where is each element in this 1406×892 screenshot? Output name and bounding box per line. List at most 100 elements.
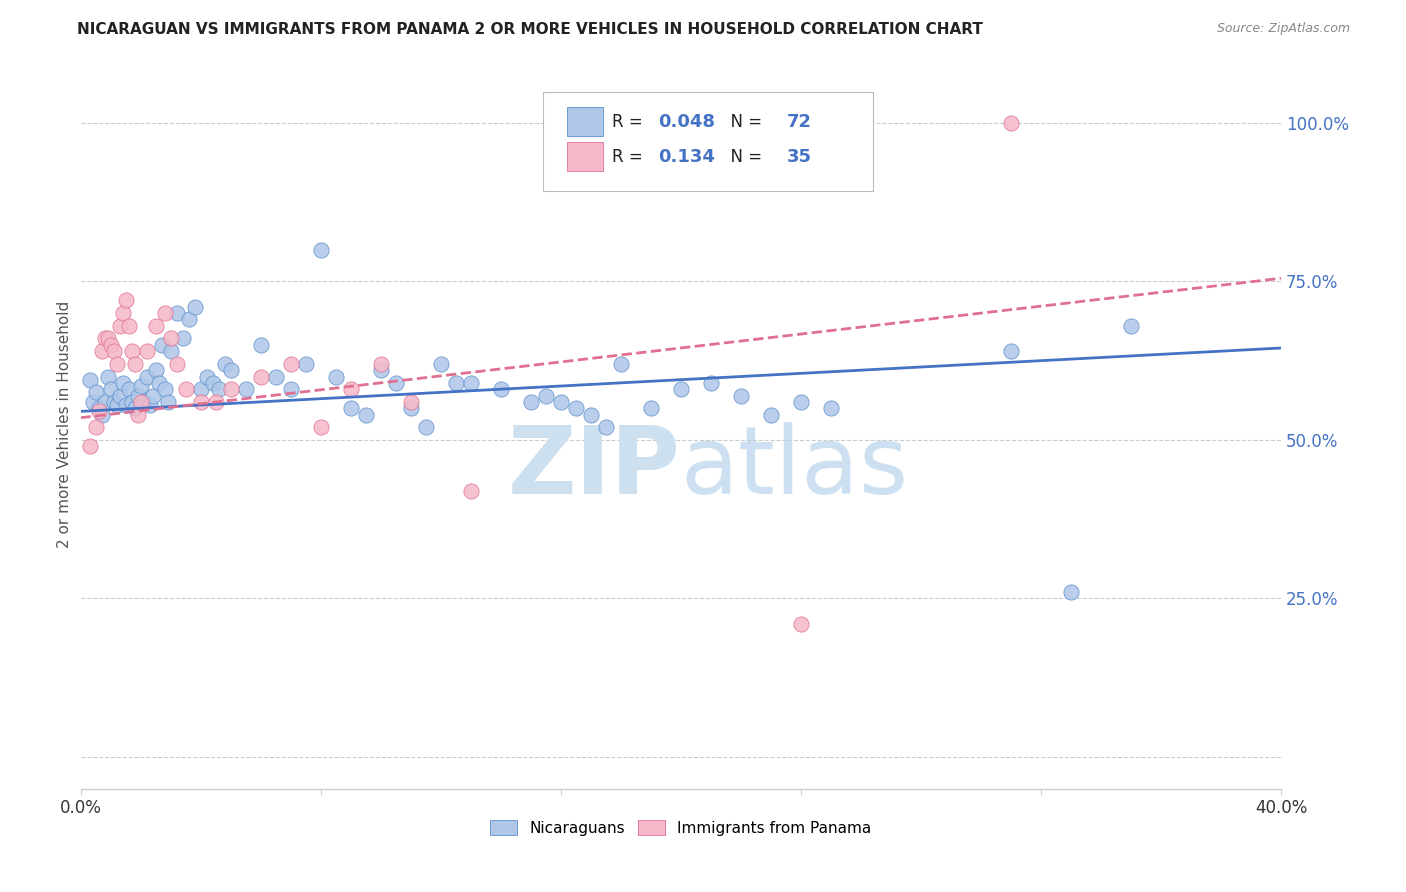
Point [415,420,437,434]
Point [90,408,112,422]
Text: 35: 35 [786,147,811,166]
Point [141,388,163,402]
Point [117,382,139,396]
Point [384,376,406,390]
Point [84,385,107,400]
Point [204,395,226,409]
Point [309,420,332,434]
Point [93,395,115,409]
Point [609,357,631,371]
Point [190,395,212,409]
Point [339,401,361,416]
Point [127,408,149,422]
Text: 72: 72 [786,112,811,130]
Point [325,369,347,384]
Point [145,318,167,333]
Point [219,382,242,396]
Point [235,382,257,396]
Point [280,357,302,371]
Point [280,382,302,396]
Point [700,376,723,390]
Point [100,382,122,396]
Point [1060,585,1083,599]
Point [264,369,287,384]
Point [111,306,134,320]
Point [183,300,205,314]
Point [105,398,128,412]
Text: 0.048: 0.048 [658,112,714,130]
Point [790,395,813,409]
Point [669,382,692,396]
Point [121,395,143,409]
Point [339,382,361,396]
Point [153,306,176,320]
Point [214,357,236,371]
Point [105,357,128,371]
Bar [567,142,603,171]
Point [114,398,136,412]
Point [444,376,467,390]
Point [150,338,173,352]
Point [1000,116,1022,130]
Point [460,483,482,498]
Point [195,369,218,384]
Point [103,344,125,359]
Point [108,318,131,333]
Point [127,388,149,402]
Point [177,312,200,326]
Point [564,401,586,416]
Point [354,408,377,422]
Point [370,357,392,371]
Point [103,395,125,409]
Point [207,382,229,396]
Point [294,357,316,371]
Point [429,357,451,371]
Point [159,331,181,345]
Text: Source: ZipAtlas.com: Source: ZipAtlas.com [1216,22,1350,36]
Text: N =: N = [720,147,768,166]
Bar [567,107,603,136]
Point [579,408,602,422]
Point [249,338,271,352]
Point [730,388,752,402]
Point [121,344,143,359]
Point [82,395,104,409]
Point [550,395,572,409]
Point [460,376,482,390]
Point [156,395,179,409]
Point [595,420,617,434]
Point [124,357,146,371]
Text: NICARAGUAN VS IMMIGRANTS FROM PANAMA 2 OR MORE VEHICLES IN HOUSEHOLD CORRELATION: NICARAGUAN VS IMMIGRANTS FROM PANAMA 2 O… [77,22,983,37]
Point [1119,318,1142,333]
Point [138,398,160,412]
Point [172,331,194,345]
Point [93,331,115,345]
Point [79,439,101,453]
Point [114,293,136,308]
Point [370,363,392,377]
Point [129,379,152,393]
Point [249,369,271,384]
Text: N =: N = [720,112,768,130]
Point [148,376,170,390]
Point [100,338,122,352]
Point [820,401,842,416]
Text: R =: R = [612,112,648,130]
Text: ZIP: ZIP [508,422,681,514]
Text: R =: R = [612,147,648,166]
Point [117,318,139,333]
Point [201,376,224,390]
Point [132,395,155,409]
Point [159,344,181,359]
Point [640,401,662,416]
Point [166,357,188,371]
Point [1000,344,1022,359]
Text: 0.134: 0.134 [658,147,714,166]
Point [489,382,512,396]
Point [166,306,188,320]
Point [153,382,176,396]
Text: atlas: atlas [681,422,910,514]
Point [399,401,422,416]
Point [108,388,131,402]
Point [124,401,146,416]
